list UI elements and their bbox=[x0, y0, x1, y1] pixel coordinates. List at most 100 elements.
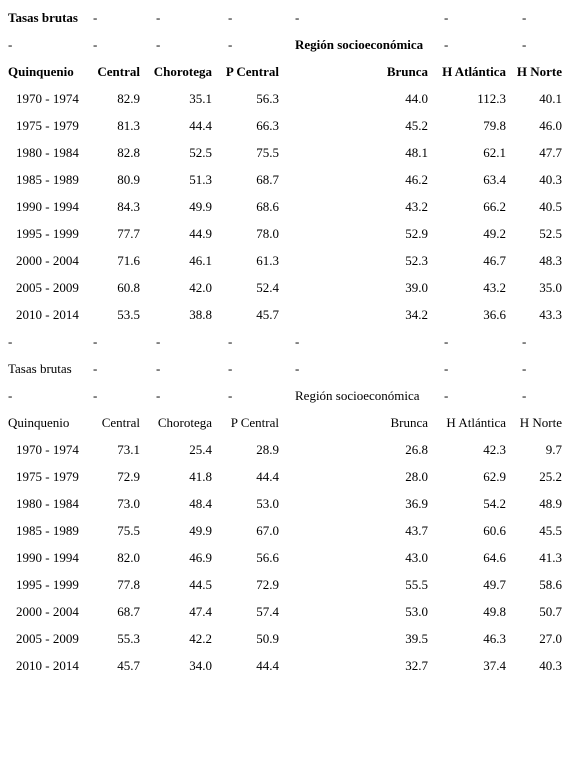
section-title: Tasas brutas bbox=[8, 360, 72, 376]
period-cell: 1985 - 1989 bbox=[16, 171, 79, 187]
table-row: 1980 - 1984 73.0 48.4 53.0 36.9 54.2 48.9 bbox=[0, 490, 570, 517]
value-cell: 46.9 bbox=[189, 549, 212, 565]
empty-cell-dash: - bbox=[93, 333, 98, 349]
value-cell: 48.1 bbox=[405, 144, 428, 160]
column-header: Quinquenio bbox=[8, 63, 74, 79]
table-row: 1995 - 1999 77.8 44.5 72.9 55.5 49.7 58.6 bbox=[0, 571, 570, 598]
table-row: 1975 - 1979 81.3 44.4 66.3 45.2 79.8 46.0 bbox=[0, 112, 570, 139]
value-cell: 68.7 bbox=[256, 171, 279, 187]
column-header: H Norte bbox=[519, 414, 562, 430]
value-cell: 42.3 bbox=[483, 441, 506, 457]
value-cell: 42.2 bbox=[189, 630, 212, 646]
region-label: Región socioeconómica bbox=[295, 36, 424, 52]
value-cell: 73.1 bbox=[117, 441, 140, 457]
empty-cell-dash: - bbox=[156, 387, 161, 403]
table-row: 1975 - 1979 72.9 41.8 44.4 28.0 62.9 25.2 bbox=[0, 463, 570, 490]
value-cell: 52.5 bbox=[539, 225, 562, 241]
value-cell: 45.7 bbox=[256, 306, 279, 322]
value-cell: 82.9 bbox=[117, 90, 140, 106]
value-cell: 81.3 bbox=[117, 117, 140, 133]
value-cell: 51.3 bbox=[189, 171, 212, 187]
value-cell: 40.3 bbox=[539, 171, 562, 187]
table-row: 1985 - 1989 75.5 49.9 67.0 43.7 60.6 45.5 bbox=[0, 517, 570, 544]
table-row: 2000 - 2004 71.6 46.1 61.3 52.3 46.7 48.3 bbox=[0, 247, 570, 274]
period-cell: 1970 - 1974 bbox=[16, 90, 79, 106]
value-cell: 44.4 bbox=[256, 657, 279, 673]
value-cell: 44.4 bbox=[256, 468, 279, 484]
value-cell: 38.8 bbox=[189, 306, 212, 322]
value-cell: 40.3 bbox=[539, 657, 562, 673]
value-cell: 25.2 bbox=[539, 468, 562, 484]
value-cell: 73.0 bbox=[117, 495, 140, 511]
value-cell: 60.8 bbox=[117, 279, 140, 295]
value-cell: 50.7 bbox=[539, 603, 562, 619]
empty-cell-dash: - bbox=[295, 9, 300, 25]
period-cell: 1980 - 1984 bbox=[16, 144, 79, 160]
column-header: H Norte bbox=[516, 63, 562, 79]
table-row: 1980 - 1984 82.8 52.5 75.5 48.1 62.1 47.7 bbox=[0, 139, 570, 166]
value-cell: 46.3 bbox=[483, 630, 506, 646]
value-cell: 44.5 bbox=[189, 576, 212, 592]
value-cell: 53.5 bbox=[117, 306, 140, 322]
table-row: 1985 - 1989 80.9 51.3 68.7 46.2 63.4 40.3 bbox=[0, 166, 570, 193]
period-cell: 2000 - 2004 bbox=[16, 252, 79, 268]
empty-cell-dash: - bbox=[8, 387, 13, 403]
value-cell: 40.1 bbox=[539, 90, 562, 106]
value-cell: 54.2 bbox=[483, 495, 506, 511]
separator-row: ------- bbox=[0, 328, 570, 355]
table-row: 1990 - 1994 84.3 49.9 68.6 43.2 66.2 40.5 bbox=[0, 193, 570, 220]
empty-cell-dash: - bbox=[228, 333, 233, 349]
value-cell: 55.3 bbox=[117, 630, 140, 646]
period-cell: 1990 - 1994 bbox=[16, 549, 79, 565]
value-cell: 82.8 bbox=[117, 144, 140, 160]
value-cell: 41.8 bbox=[189, 468, 212, 484]
value-cell: 75.5 bbox=[117, 522, 140, 538]
empty-cell-dash: - bbox=[444, 36, 449, 52]
value-cell: 52.5 bbox=[189, 144, 212, 160]
region-label: Región socioeconómica bbox=[295, 387, 420, 403]
value-cell: 49.9 bbox=[189, 198, 212, 214]
value-cell: 67.0 bbox=[256, 522, 279, 538]
empty-cell-dash: - bbox=[295, 333, 300, 349]
value-cell: 49.9 bbox=[189, 522, 212, 538]
value-cell: 52.9 bbox=[405, 225, 428, 241]
title-row: Tasas brutas - - - - - - bbox=[0, 355, 570, 382]
value-cell: 63.4 bbox=[483, 171, 506, 187]
value-cell: 25.4 bbox=[189, 441, 212, 457]
value-cell: 44.9 bbox=[189, 225, 212, 241]
value-cell: 42.0 bbox=[189, 279, 212, 295]
value-cell: 46.1 bbox=[189, 252, 212, 268]
value-cell: 68.6 bbox=[256, 198, 279, 214]
value-cell: 72.9 bbox=[256, 576, 279, 592]
value-cell: 49.7 bbox=[483, 576, 506, 592]
empty-cell-dash: - bbox=[444, 387, 449, 403]
empty-cell-dash: - bbox=[156, 360, 161, 376]
value-cell: 48.3 bbox=[539, 252, 562, 268]
period-cell: 1975 - 1979 bbox=[16, 468, 79, 484]
value-cell: 34.0 bbox=[189, 657, 212, 673]
value-cell: 52.4 bbox=[256, 279, 279, 295]
empty-cell-dash: - bbox=[522, 9, 527, 25]
empty-cell-dash: - bbox=[228, 360, 233, 376]
table-row: 2005 - 2009 60.8 42.0 52.4 39.0 43.2 35.0 bbox=[0, 274, 570, 301]
value-cell: 64.6 bbox=[483, 549, 506, 565]
value-cell: 112.3 bbox=[477, 90, 506, 106]
empty-cell-dash: - bbox=[444, 333, 449, 349]
period-cell: 1985 - 1989 bbox=[16, 522, 79, 538]
period-cell: 2010 - 2014 bbox=[16, 306, 79, 322]
value-cell: 84.3 bbox=[117, 198, 140, 214]
table-row: 1970 - 1974 82.9 35.1 56.3 44.0 112.3 40.1 bbox=[0, 85, 570, 112]
period-cell: 1995 - 1999 bbox=[16, 225, 79, 241]
period-cell: 2000 - 2004 bbox=[16, 603, 79, 619]
header-row: Quinquenio Central Chorotega P Central Brunc… bbox=[0, 409, 570, 436]
empty-cell-dash: - bbox=[93, 36, 98, 52]
value-cell: 49.8 bbox=[483, 603, 506, 619]
value-cell: 66.3 bbox=[256, 117, 279, 133]
value-cell: 39.5 bbox=[405, 630, 428, 646]
value-cell: 36.6 bbox=[483, 306, 506, 322]
table-row: 2005 - 2009 55.3 42.2 50.9 39.5 46.3 27.0 bbox=[0, 625, 570, 652]
table-row: 2000 - 2004 68.7 47.4 57.4 53.0 49.8 50.7 bbox=[0, 598, 570, 625]
value-cell: 28.9 bbox=[256, 441, 279, 457]
value-cell: 27.0 bbox=[539, 630, 562, 646]
period-cell: 1970 - 1974 bbox=[16, 441, 79, 457]
